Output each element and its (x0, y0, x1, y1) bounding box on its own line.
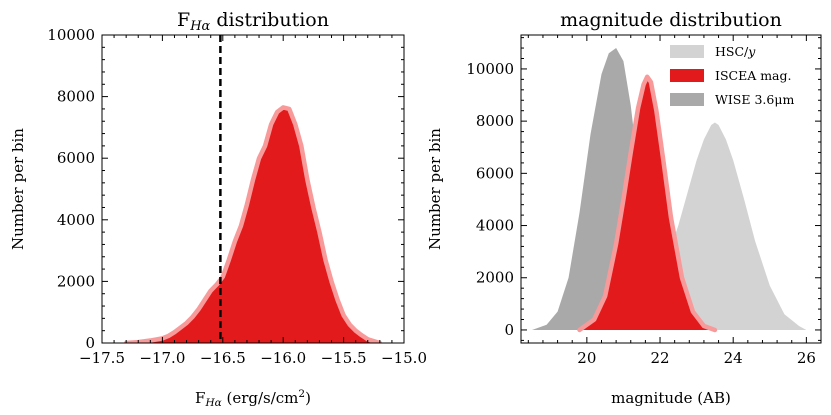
y-tick-label: 0 (85, 334, 95, 352)
x-tick-label: 26 (797, 349, 816, 367)
y-tick-label: 0 (504, 321, 514, 339)
x-tick-label: 20 (577, 349, 596, 367)
y-tick-label: 2000 (476, 269, 514, 287)
legend-label: HSC/y (715, 44, 756, 59)
plot-area (123, 35, 383, 343)
x-tick-label: −16.5 (200, 349, 246, 367)
x-axis-label: FHα (erg/s/cm2) (195, 388, 311, 409)
plot-area (531, 48, 807, 333)
legend-entry: HSC/y (670, 44, 756, 59)
x-tick-label: −15.5 (321, 349, 367, 367)
x-tick-label: 22 (650, 349, 669, 367)
y-axis-label: Number per bin (9, 128, 27, 250)
outline-iscea-mag (577, 74, 718, 333)
y-tick-label: 10000 (466, 60, 514, 78)
x-axis-label: magnitude (AB) (611, 389, 731, 407)
area-series-0 (126, 107, 380, 343)
legend-swatch (670, 93, 704, 106)
y-tick-label: 8000 (476, 112, 514, 130)
x-tick-label: 24 (724, 349, 743, 367)
axes-frame (101, 34, 405, 344)
x-tick-label: −17.0 (139, 349, 185, 367)
legend-swatch (670, 69, 704, 82)
y-tick-label: 6000 (57, 149, 95, 167)
y-tick-label: 2000 (57, 272, 95, 290)
halpha-chart: −17.5 −17.0 −16.5 −16.0 −15.5 −15.0 0 2000 4000 6… (9, 9, 427, 409)
chart-title: magnitude distribution (560, 9, 782, 31)
legend: HSC/y ISCEA mag. WISE 3.6μm (670, 44, 794, 107)
x-tick-label: −15.0 (381, 349, 427, 367)
legend-entry: ISCEA mag. (670, 68, 791, 83)
y-tick-label: 4000 (476, 217, 514, 235)
x-tick-label: −16.0 (260, 349, 306, 367)
y-tick-label: 4000 (57, 211, 95, 229)
y-axis-label: Number per bin (426, 128, 444, 250)
axes-frame (520, 34, 822, 344)
y-tick-label: 6000 (476, 164, 514, 182)
magnitude-chart: 20 22 24 26 0 2000 4000 6000 8000 10000 magnitude … (426, 9, 822, 407)
outline-series-0 (123, 105, 383, 343)
legend-label: ISCEA mag. (715, 68, 791, 83)
legend-label: WISE 3.6μm (715, 92, 794, 107)
legend-entry: WISE 3.6μm (670, 92, 794, 107)
legend-swatch (670, 45, 704, 58)
y-tick-label: 10000 (47, 26, 95, 44)
chart-title: FHα distribution (177, 9, 329, 34)
y-tick-label: 8000 (57, 88, 95, 106)
x-tick-label: −17.5 (79, 349, 125, 367)
area-hsc-y (608, 122, 807, 330)
